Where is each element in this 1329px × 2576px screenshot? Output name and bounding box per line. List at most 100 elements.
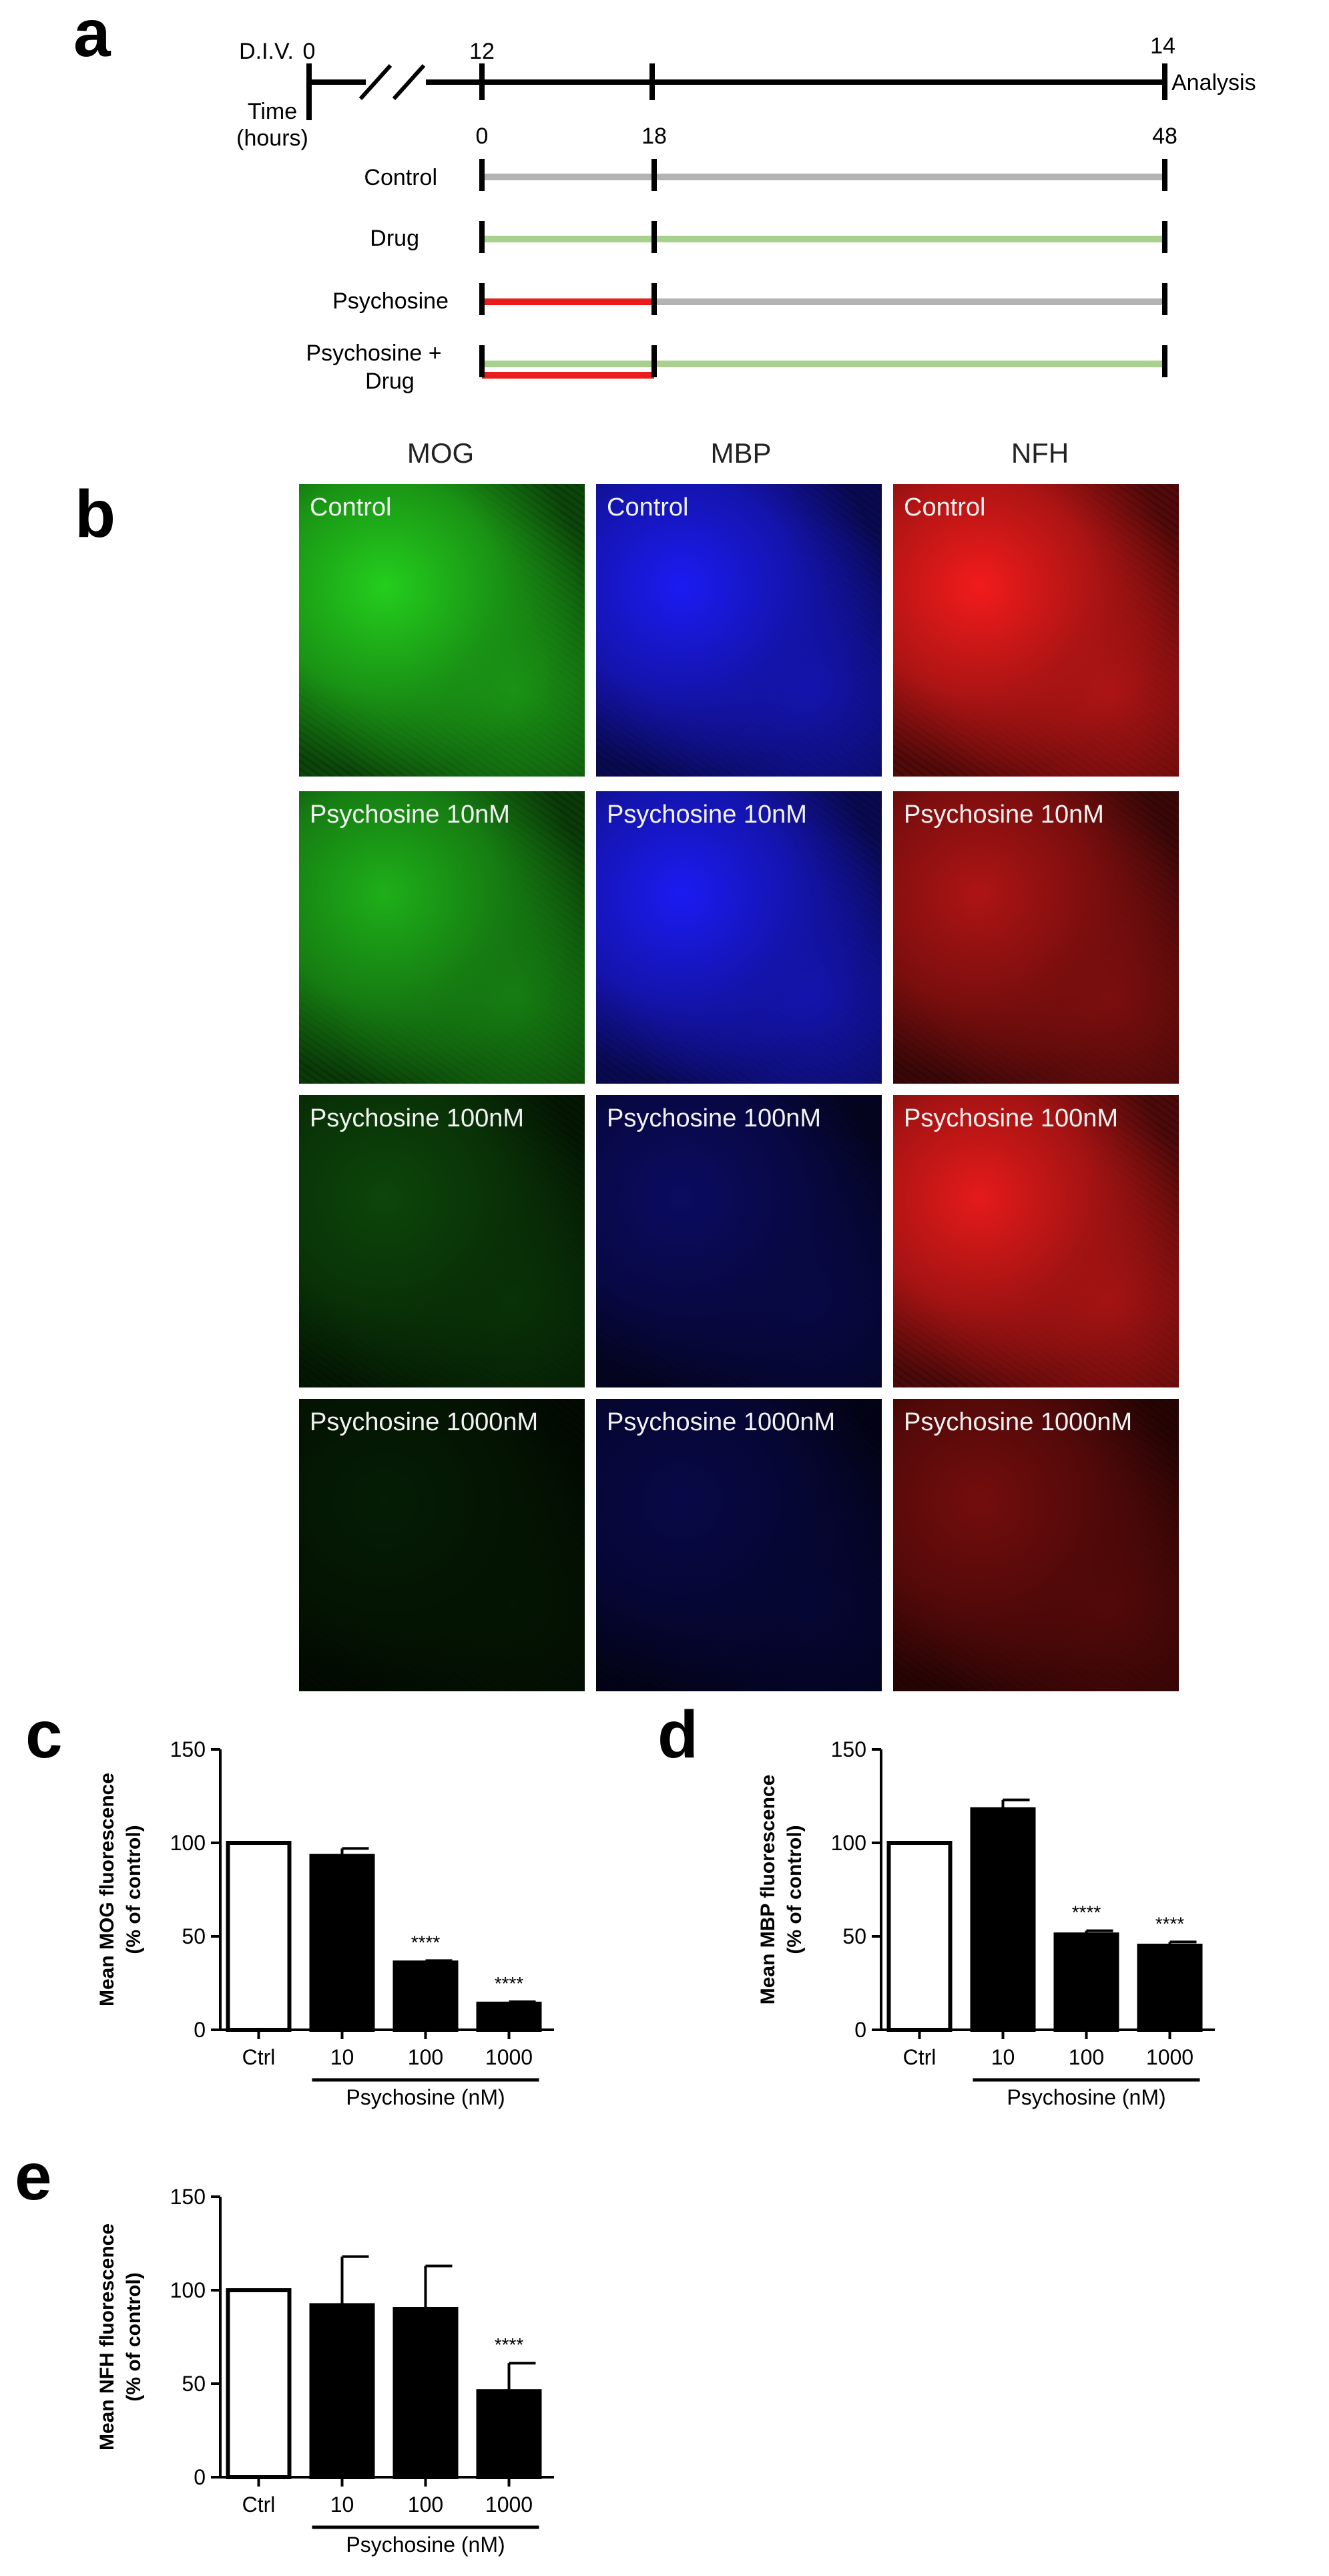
chart-mog-category-label: 100 bbox=[408, 2045, 443, 2069]
micrograph-nfh-row-4: Psychosine 1000nM bbox=[893, 1399, 1179, 1691]
chart-mbp-y-tick-label: 150 bbox=[831, 1737, 866, 1761]
hour-tick-18: 18 bbox=[641, 124, 667, 149]
chart-mbp-category-label: Ctrl bbox=[903, 2045, 937, 2069]
div-label: D.I.V. bbox=[239, 39, 294, 64]
analysis-label: Analysis bbox=[1171, 70, 1256, 95]
chart-mog-significance: **** bbox=[495, 1973, 524, 1994]
bar-chart-mog: 0 50 100 150 Mean MOG fluorescence (% of cont… bbox=[96, 1737, 554, 2109]
micrograph-label: Psychosine 100nM bbox=[607, 1104, 822, 1132]
chart-nfh-group-label: Psychosine (nM) bbox=[346, 2533, 505, 2557]
condition-psychosine: Psychosine bbox=[332, 288, 1165, 314]
panel-letter-e: e bbox=[15, 2139, 52, 2214]
micrograph-label: Psychosine 100nM bbox=[310, 1104, 525, 1132]
chart-nfh-bar-10 bbox=[309, 2303, 375, 2479]
condition-psychosine-label: Psychosine bbox=[332, 288, 449, 314]
micrograph-label: Psychosine 10nM bbox=[904, 801, 1104, 829]
axis-break-icon bbox=[358, 63, 392, 101]
chart-nfh-bar-1000 bbox=[476, 2389, 542, 2480]
chart-mog-y-label: Mean MOG fluorescence bbox=[96, 1773, 118, 2006]
chart-mog-significance: **** bbox=[411, 1932, 441, 1952]
chart-mog-category-label: 10 bbox=[330, 2045, 354, 2069]
chart-nfh-y-tick-label: 100 bbox=[170, 2278, 206, 2302]
bar-chart-mbp: 0 50 100 150 Mean MBP fluorescence (% of cont… bbox=[757, 1737, 1215, 2109]
time-label-unit: (hours) bbox=[236, 126, 308, 151]
micrograph-mbp-row-4: Psychosine 1000nM bbox=[596, 1399, 882, 1691]
chart-mbp-y-label: Mean MBP fluorescence bbox=[757, 1775, 779, 2005]
chart-mbp-y-tick-label: 50 bbox=[842, 1924, 866, 1948]
chart-mbp-category-label: 100 bbox=[1069, 2045, 1104, 2069]
div-tick-0: 0 bbox=[303, 39, 316, 64]
chart-mog-bar-1000 bbox=[476, 2001, 542, 2032]
chart-mbp-y-label-unit: (% of control) bbox=[784, 1825, 806, 1954]
panel-letter-d: d bbox=[657, 1697, 699, 1772]
chart-mog-y-tick-label: 100 bbox=[170, 1831, 206, 1855]
chart-nfh-category-label: 1000 bbox=[485, 2493, 533, 2517]
micrograph-label: Psychosine 1000nM bbox=[904, 1408, 1133, 1436]
condition-control-label: Control bbox=[364, 165, 437, 190]
chart-nfh-category-label: Ctrl bbox=[242, 2493, 276, 2517]
chart-nfh-significance: **** bbox=[495, 2334, 524, 2355]
chart-nfh-y-tick-label: 150 bbox=[170, 2185, 206, 2209]
bar-chart-nfh: 0 50 100 150 Mean NFH fluorescence (% of cont… bbox=[96, 2185, 554, 2557]
chart-mog-bar-10 bbox=[309, 1854, 375, 2032]
chart-mog-category-label: Ctrl bbox=[242, 2045, 276, 2069]
micrograph-nfh-row-1: Control bbox=[893, 484, 1179, 777]
chart-mbp-significance: **** bbox=[1155, 1913, 1185, 1934]
panel-letter-c: c bbox=[25, 1697, 63, 1772]
chart-mbp-category-label: 10 bbox=[991, 2045, 1015, 2069]
chart-mog-bar-ctrl bbox=[226, 1841, 292, 2032]
chart-mbp-bar-ctrl bbox=[886, 1841, 953, 2032]
condition-control: Control bbox=[364, 165, 1165, 190]
chart-mog-y-tick-label: 0 bbox=[194, 2018, 206, 2042]
chart-mbp-bar-100 bbox=[1053, 1932, 1119, 2032]
timeline-diagram: D.I.V. 0 12 14 Analysis Time (hours) 0 1… bbox=[236, 33, 1256, 401]
timepoint-markers bbox=[479, 159, 1167, 401]
chart-mog-y-label-unit: (% of control) bbox=[123, 1825, 145, 1954]
chart-mbp-y-tick-label: 0 bbox=[854, 2018, 866, 2042]
micrograph-label: Psychosine 100nM bbox=[904, 1104, 1119, 1132]
chart-mog-group-label: Psychosine (nM) bbox=[346, 2085, 505, 2109]
column-title-mbp: MBP bbox=[710, 437, 772, 469]
chart-mbp-bar-1000 bbox=[1137, 1944, 1203, 2032]
time-label: Time bbox=[248, 99, 297, 124]
chart-nfh-y-label-unit: (% of control) bbox=[123, 2272, 145, 2401]
chart-mog-y-tick-label: 50 bbox=[182, 1924, 206, 1948]
chart-mog-category-label: 1000 bbox=[485, 2045, 533, 2069]
chart-nfh-y-tick-label: 0 bbox=[194, 2465, 206, 2489]
chart-nfh-y-tick-label: 50 bbox=[182, 2372, 206, 2396]
micrograph-label: Control bbox=[607, 493, 689, 521]
div-tick-14: 14 bbox=[1150, 33, 1175, 59]
micrograph-label: Psychosine 1000nM bbox=[310, 1408, 539, 1436]
micrograph-mbp-row-2: Psychosine 10nM bbox=[596, 791, 882, 1084]
condition-drug: Drug bbox=[370, 226, 1165, 251]
condition-psychosine-drug-label-1: Psychosine + bbox=[306, 341, 441, 366]
chart-nfh-category-label: 100 bbox=[408, 2493, 443, 2517]
chart-nfh-bar-100 bbox=[392, 2307, 459, 2479]
micrograph-mbp-row-1: Control bbox=[596, 484, 882, 777]
chart-nfh-y-label: Mean NFH fluorescence bbox=[96, 2223, 118, 2450]
chart-nfh-category-label: 10 bbox=[330, 2493, 354, 2517]
micrograph-label: Control bbox=[310, 493, 392, 521]
chart-mog-y-tick-label: 150 bbox=[170, 1737, 206, 1761]
div-axis bbox=[306, 63, 1167, 120]
micrograph-nfh-row-2: Psychosine 10nM bbox=[893, 791, 1179, 1084]
chart-mbp-y-tick-label: 100 bbox=[831, 1831, 866, 1855]
chart-mbp-bar-10 bbox=[970, 1807, 1036, 2032]
condition-psychosine-drug-label-2: Drug bbox=[365, 369, 415, 394]
micrograph-mog-row-4: Psychosine 1000nM bbox=[299, 1399, 585, 1691]
div-tick-12: 12 bbox=[469, 39, 495, 64]
chart-nfh-bar-ctrl bbox=[226, 2288, 292, 2479]
micrograph-label: Psychosine 10nM bbox=[607, 801, 807, 829]
condition-psychosine-drug: Psychosine + Drug bbox=[306, 341, 1165, 394]
column-title-nfh: NFH bbox=[1011, 437, 1069, 469]
micrograph-mog-row-2: Psychosine 10nM bbox=[299, 791, 585, 1084]
condition-drug-label: Drug bbox=[370, 226, 419, 251]
hour-tick-0: 0 bbox=[476, 124, 489, 149]
micrograph-mog-row-3: Psychosine 100nM bbox=[299, 1095, 585, 1387]
micrograph-label: Psychosine 10nM bbox=[310, 801, 510, 829]
chart-mog-bar-100 bbox=[392, 1960, 459, 2032]
micrograph-nfh-row-3: Psychosine 100nM bbox=[893, 1095, 1179, 1387]
chart-mbp-significance: **** bbox=[1072, 1902, 1101, 1923]
chart-mbp-group-label: Psychosine (nM) bbox=[1007, 2085, 1165, 2109]
micrograph-label: Psychosine 1000nM bbox=[607, 1408, 836, 1436]
